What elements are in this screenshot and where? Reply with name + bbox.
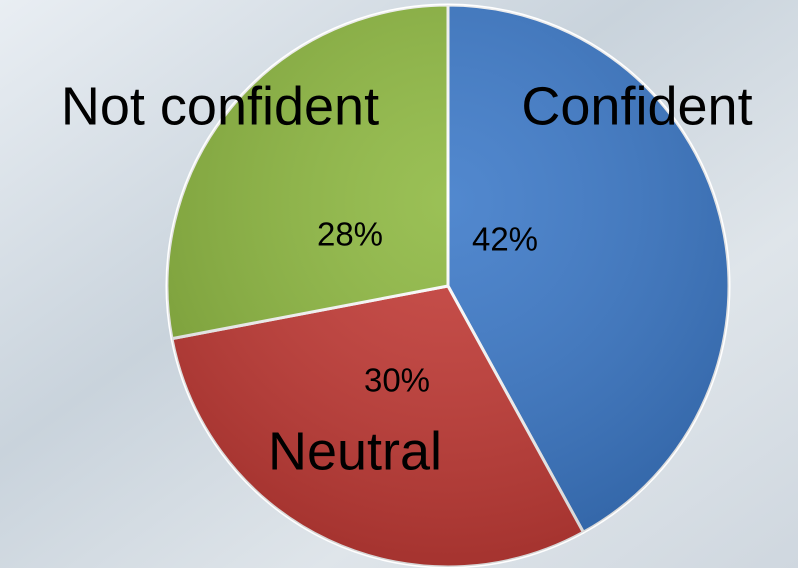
- labels: Confident 42% Neutral 30% Not confident 28%: [61, 76, 753, 481]
- value-label: 42%: [472, 221, 538, 258]
- value-label: 28%: [317, 216, 383, 253]
- category-label: Not confident: [61, 76, 379, 136]
- value-label: 30%: [364, 362, 430, 399]
- category-label: Neutral: [268, 421, 442, 481]
- category-label: Confident: [521, 76, 752, 136]
